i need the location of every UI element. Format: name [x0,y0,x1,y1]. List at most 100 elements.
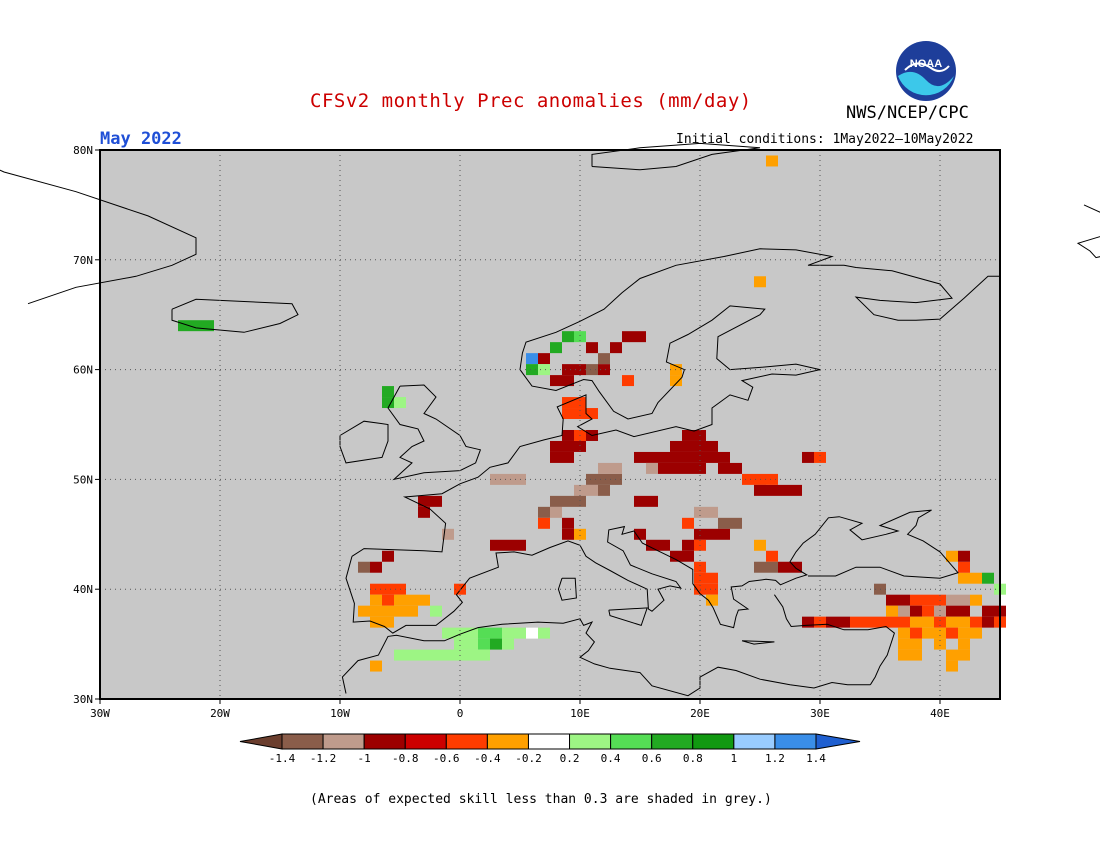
colorbar-swatch [692,733,735,750]
colorbar-label: 1.4 [806,752,826,765]
anomaly-cell [550,375,562,387]
anomaly-cell [694,462,706,474]
anomaly-cell [658,539,670,551]
anomaly-cell [622,375,634,387]
anomaly-cells [178,155,1006,672]
anomaly-cell [946,594,958,606]
anomaly-cell [538,353,550,365]
skill-footnote: (Areas of expected skill less than 0.3 a… [310,792,772,807]
anomaly-cell [910,616,922,628]
lon-label: 10E [570,707,590,720]
noaa-logo-text: NOAA [910,58,942,70]
anomaly-cell [754,484,766,496]
anomaly-cell [550,506,562,518]
anomaly-cell [442,528,454,540]
anomaly-cell [898,616,910,628]
coastline [339,420,389,464]
colorbar-high-arrow [815,733,861,750]
anomaly-cell [958,605,970,617]
anomaly-cell [538,506,550,518]
anomaly-cell [850,616,862,628]
anomaly-cell [382,397,394,409]
anomaly-cell [502,627,514,639]
anomaly-cell [958,649,970,661]
anomaly-cell [946,605,958,617]
anomaly-cell [718,528,730,540]
anomaly-cell [586,342,598,354]
lon-label: 20E [690,707,710,720]
anomaly-cell [598,364,610,376]
anomaly-cell [538,364,550,376]
anomaly-cell [946,649,958,661]
anomaly-cell [670,550,682,562]
anomaly-cell [370,561,382,573]
anomaly-cell [766,155,778,167]
colorbar-swatch [404,733,447,750]
coastline [557,577,577,601]
anomaly-cell [574,440,586,452]
anomaly-cell [394,605,406,617]
anomaly-cell [598,353,610,365]
anomaly-cell [562,517,574,529]
anomaly-cell [946,660,958,672]
anomaly-cell [562,528,574,540]
lat-label: 30N [73,693,93,706]
anomaly-cell [910,649,922,661]
anomaly-cell [574,397,586,409]
anomaly-cell [706,506,718,518]
anomaly-cell [682,550,694,562]
anomaly-cell [790,484,802,496]
anomaly-cell [754,539,766,551]
anomaly-cell [922,605,934,617]
anomaly-cell [478,627,490,639]
anomaly-cell [910,605,922,617]
anomaly-cell [694,451,706,463]
coastlines [0,142,1100,697]
colorbar-label: 0.2 [560,752,580,765]
map-frame [99,149,1001,700]
anomaly-cell [670,375,682,387]
lat-label: 60N [73,364,93,377]
anomaly-cell [970,594,982,606]
anomaly-cell [550,495,562,507]
anomaly-cell [538,627,550,639]
colorbar-label: 0.4 [601,752,621,765]
anomaly-cell [898,649,910,661]
colorbar-label: 0.6 [642,752,662,765]
anomaly-cell [958,638,970,650]
anomaly-cell [562,375,574,387]
anomaly-cell [586,484,598,496]
anomaly-cell [454,638,466,650]
anomaly-cell [478,638,490,650]
lat-label: 40N [73,583,93,596]
coastline [387,384,482,481]
anomaly-cell [910,627,922,639]
anomaly-cell [382,605,394,617]
anomaly-cell [406,605,418,617]
anomaly-cell [886,594,898,606]
anomaly-cell [382,550,394,562]
anomaly-cell [490,539,502,551]
anomaly-cell [562,495,574,507]
anomaly-cell [982,572,994,584]
anomaly-cell [574,331,586,343]
anomaly-cell [490,627,502,639]
anomaly-cell [706,572,718,584]
anomaly-cell [694,528,706,540]
lon-label: 20W [210,707,230,720]
anomaly-cell [970,616,982,628]
lon-label: 0 [457,707,464,720]
anomaly-cell [562,331,574,343]
anomaly-cell [382,386,394,398]
anomaly-cell [406,649,418,661]
coastline [1076,204,1100,259]
anomaly-cell [862,616,874,628]
lat-label: 50N [73,473,93,486]
anomaly-cell [526,364,538,376]
anomaly-cell [430,649,442,661]
colorbar-label: -1.4 [269,752,296,765]
anomaly-cell [598,473,610,485]
anomaly-cell [646,539,658,551]
colorbar-label: -0.8 [392,752,419,765]
anomaly-cell [418,649,430,661]
